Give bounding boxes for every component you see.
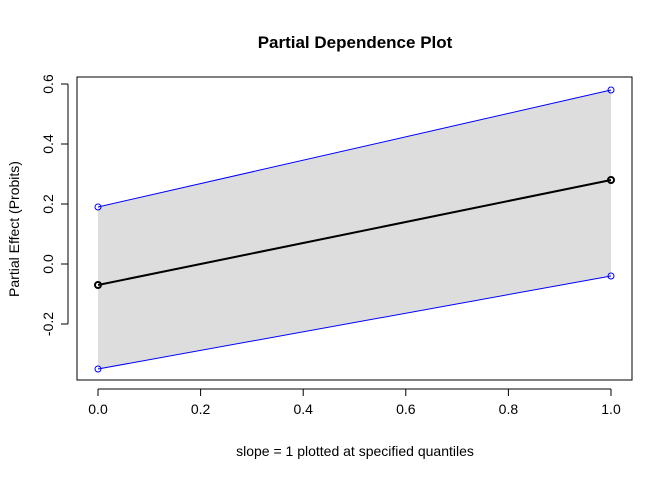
plot-layer [94,86,615,373]
series-line-upper [97,89,612,208]
series-line-estimate [97,179,612,286]
data-point-upper [607,86,615,94]
y-tick-label: 0.4 [40,134,56,154]
x-tick-label: 0.8 [499,401,519,417]
y-tick-label: 0.0 [40,254,56,274]
y-tick-label: 0.6 [40,74,56,94]
data-point-lower [94,365,102,373]
x-tick-label: 0.0 [88,401,108,417]
data-point-upper [94,203,102,211]
x-tick-label: 1.0 [601,401,621,417]
x-axis: 0.0 0.2 0.4 0.6 0.8 1.0 [88,388,621,417]
x-tick-label: 0.6 [396,401,416,417]
chart-title: Partial Dependence Plot [258,33,453,52]
data-point-estimate [607,176,615,184]
data-point-estimate [94,281,102,289]
y-axis-label: Partial Effect (Probits) [6,161,22,297]
x-axis-label: slope = 1 plotted at specified quantiles [236,443,474,459]
y-axis: -0.2 0.0 0.2 0.4 0.6 [40,74,69,336]
data-point-lower [607,272,615,280]
y-tick-label: 0.2 [40,194,56,214]
confidence-band [98,90,611,369]
y-tick-label: -0.2 [40,312,56,336]
x-tick-label: 0.2 [191,401,211,417]
series-line-lower [97,275,612,370]
plot-frame [76,76,633,381]
x-tick-label: 0.4 [293,401,313,417]
